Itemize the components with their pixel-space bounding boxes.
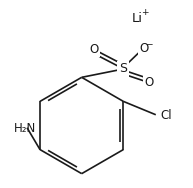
Text: O: O	[139, 42, 148, 55]
Text: H₂N: H₂N	[14, 122, 36, 135]
Text: S: S	[119, 62, 127, 76]
Text: Li: Li	[132, 11, 143, 25]
Text: O: O	[89, 43, 98, 56]
Text: O: O	[145, 76, 154, 89]
Text: +: +	[141, 8, 149, 17]
Text: Cl: Cl	[160, 109, 172, 122]
Text: −: −	[145, 39, 153, 49]
